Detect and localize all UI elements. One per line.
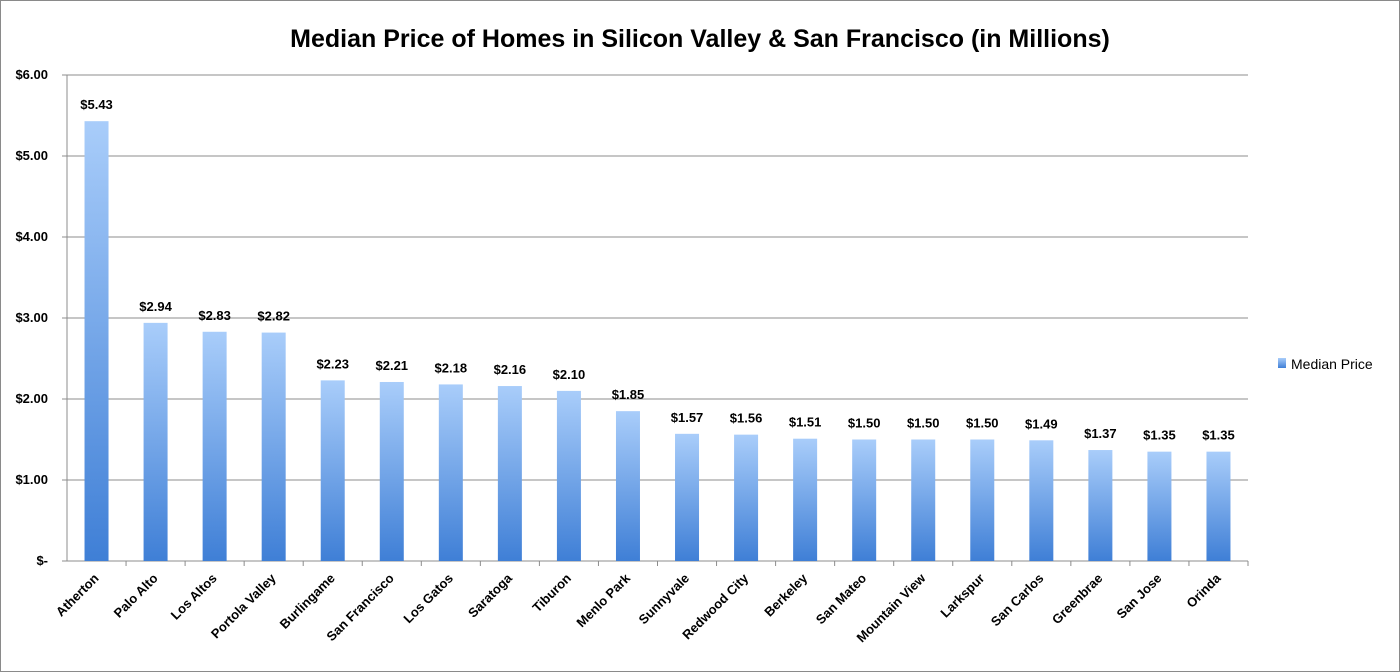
data-label: $2.21 <box>376 358 409 373</box>
bar <box>202 331 227 561</box>
bar <box>793 438 818 561</box>
bar <box>1029 440 1054 561</box>
bar <box>970 439 995 561</box>
data-label: $1.50 <box>848 416 881 431</box>
y-axis-ticks: $- $1.00 $2.00 $3.00 $4.00 $5.00 $6.00 <box>15 67 48 568</box>
data-label: $5.43 <box>80 97 113 112</box>
bar <box>438 384 463 561</box>
y-tick-label: $4.00 <box>15 229 48 244</box>
gridlines <box>62 74 1249 566</box>
legend-label: Median Price <box>1291 356 1373 372</box>
bar <box>675 433 700 561</box>
y-tick-label: $3.00 <box>15 310 48 325</box>
x-tick-label: Sunnyvale <box>636 571 693 628</box>
legend: Median Price <box>1278 356 1373 372</box>
x-tick-label: San Mateo <box>813 570 870 627</box>
data-label: $1.35 <box>1143 428 1176 443</box>
data-label: $1.37 <box>1084 426 1117 441</box>
bar <box>1206 451 1231 561</box>
x-tick-label: San Carlos <box>988 571 1047 630</box>
bar <box>1088 450 1113 561</box>
x-tick-label: Greenbrae <box>1049 571 1106 628</box>
data-label: $1.85 <box>612 387 645 402</box>
data-label: $2.23 <box>316 356 349 371</box>
data-label: $2.83 <box>198 308 231 323</box>
bar <box>1147 451 1172 561</box>
data-label: $1.50 <box>907 416 940 431</box>
data-label: $2.94 <box>139 299 172 314</box>
y-tick-label: $1.00 <box>15 472 48 487</box>
x-tick-label: Palo Alto <box>111 570 161 620</box>
data-label: $1.49 <box>1025 416 1058 431</box>
data-label: $2.82 <box>257 309 290 324</box>
x-tick-label: Orinda <box>1183 570 1224 611</box>
data-label: $1.51 <box>789 415 822 430</box>
bar <box>497 386 522 561</box>
chart-title: Median Price of Homes in Silicon Valley … <box>290 25 1110 53</box>
x-tick-label: Tiburon <box>529 570 574 615</box>
bars <box>84 121 1231 562</box>
x-tick-label: Saratoga <box>465 570 515 620</box>
y-tick-label: $5.00 <box>15 148 48 163</box>
data-label: $1.57 <box>671 410 704 425</box>
bar <box>852 439 877 561</box>
x-tick-label: Berkeley <box>761 570 810 619</box>
y-tick-label: $6.00 <box>15 67 48 82</box>
bar <box>911 439 936 561</box>
data-label: $2.18 <box>435 360 468 375</box>
x-tick-label: Larkspur <box>937 571 987 621</box>
bar <box>143 322 168 561</box>
bar <box>261 332 286 561</box>
legend-swatch <box>1278 358 1286 368</box>
data-label: $2.16 <box>494 362 527 377</box>
bar <box>734 434 759 561</box>
data-label: $1.50 <box>966 416 999 431</box>
x-tick-label: San Jose <box>1114 571 1165 622</box>
x-tick-label: Burlingame <box>277 571 338 632</box>
bar <box>615 411 640 561</box>
bar <box>379 381 404 561</box>
x-tick-label: Los Altos <box>168 571 220 623</box>
y-tick-label: $- <box>36 553 48 568</box>
data-labels: $5.43 $2.94 $2.83 $2.82 $2.23 $2.21 $2.18 $2.16… <box>80 97 1234 442</box>
data-label: $1.56 <box>730 411 763 426</box>
data-label: $1.35 <box>1202 428 1235 443</box>
x-tick-label: Menlo Park <box>573 570 633 630</box>
x-tick-label: Los Gatos <box>400 571 456 627</box>
bar <box>556 390 581 561</box>
bar <box>84 121 109 562</box>
x-tick-label: Atherton <box>53 570 102 619</box>
data-label: $2.10 <box>553 367 586 382</box>
bar <box>320 380 345 561</box>
y-tick-label: $2.00 <box>15 391 48 406</box>
